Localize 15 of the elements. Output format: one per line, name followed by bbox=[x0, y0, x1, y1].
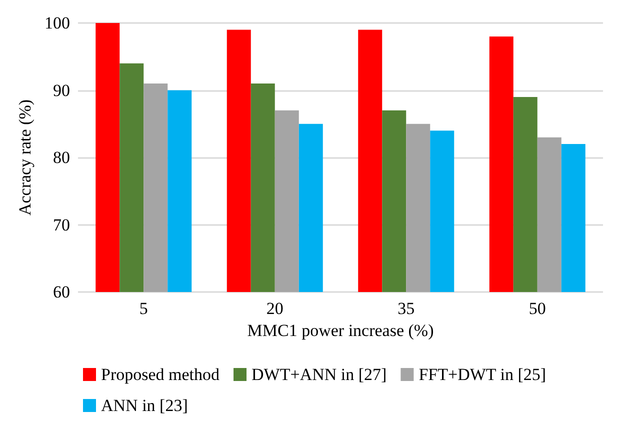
y-tick-label: 80 bbox=[53, 148, 70, 167]
y-axis-title: Accracy rate (%) bbox=[16, 99, 35, 216]
y-tick-label: 60 bbox=[53, 282, 70, 302]
legend-label: FFT+DWT in [25] bbox=[418, 365, 546, 384]
x-tick-label: 35 bbox=[398, 299, 415, 318]
y-tick-label: 100 bbox=[44, 14, 70, 32]
y-tick-label: 70 bbox=[53, 215, 70, 234]
x-tick-label: 5 bbox=[139, 299, 148, 318]
legend-label: DWT+ANN in [27] bbox=[252, 365, 387, 384]
legend-label: Proposed method bbox=[101, 365, 220, 384]
legend-label: ANN in [23] bbox=[101, 396, 188, 415]
y-tick-label: 90 bbox=[53, 80, 70, 100]
x-tick-label: 20 bbox=[266, 299, 284, 318]
x-tick-label: 50 bbox=[528, 299, 546, 318]
x-axis-title: MMC1 power increase (%) bbox=[247, 321, 434, 340]
